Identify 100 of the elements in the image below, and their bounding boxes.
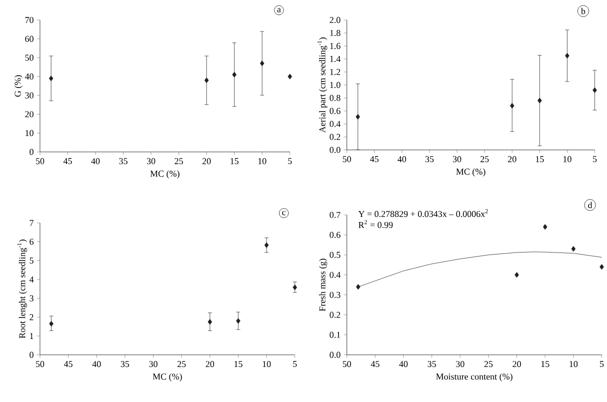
- x-tick-label: 15: [230, 158, 238, 164]
- x-tick-label: 20: [512, 361, 521, 368]
- y-tick-label: 70: [25, 17, 34, 24]
- point: [565, 53, 570, 59]
- y-tick-label: 0.3: [330, 292, 340, 298]
- x-tick-label: 50: [342, 156, 352, 162]
- x-tick-label: 40: [91, 158, 100, 164]
- x-tick-label: 20: [202, 158, 211, 164]
- point: [356, 284, 360, 290]
- x-tick-label: 40: [398, 156, 406, 162]
- point: [538, 98, 542, 104]
- point: [288, 74, 292, 80]
- x-tick-label: 35: [428, 361, 436, 368]
- x-tick-label: 50: [36, 158, 44, 164]
- y-tick-label: 1.6: [330, 43, 340, 50]
- y-tick-label: 30: [25, 92, 34, 99]
- x-tick-label: 30: [456, 361, 464, 368]
- y-tick-label: 6: [30, 238, 34, 245]
- text: b: [580, 8, 586, 14]
- x-tick-label: 30: [149, 361, 158, 368]
- point: [542, 224, 548, 230]
- y-axis-title: Aerial part (cm seedling$^{-1}$): [317, 38, 328, 133]
- x-tick-label: 5: [288, 158, 292, 164]
- point: [49, 321, 54, 327]
- x-tick-label: 10: [563, 156, 572, 162]
- y-tick-label: 0: [30, 148, 34, 156]
- x-tick-label: 45: [370, 156, 379, 162]
- y-tick-label: 0.6: [330, 232, 340, 238]
- point: [264, 242, 269, 248]
- x-tick-label: 10: [262, 361, 271, 368]
- x-tick-label: 50: [342, 361, 352, 368]
- x-axis-title: MC (%): [152, 373, 182, 382]
- point: [204, 78, 209, 84]
- y-axis-title: Root lenght (cm seedling$^{-1}$): [17, 240, 28, 338]
- x-tick-label: 30: [452, 156, 462, 162]
- y-tick-label: 40: [24, 74, 34, 80]
- y-tick-label: 0.0: [330, 146, 340, 154]
- x-tick-label: 5: [600, 361, 604, 368]
- y-tick-label: 2.0: [330, 17, 340, 24]
- y-tick-label: 1.8: [330, 30, 340, 36]
- y-axis-title: Fresh mass (g): [319, 258, 328, 312]
- y-tick-label: 0.4: [330, 120, 341, 128]
- point: [236, 318, 240, 324]
- x-tick-label: 25: [484, 361, 493, 368]
- x-tick-label: 10: [258, 158, 266, 164]
- point: [292, 284, 298, 290]
- x-axis-title: Moisture content (%): [436, 373, 512, 382]
- point: [208, 319, 212, 325]
- x-tick-label: 15: [541, 361, 550, 368]
- y-tick-label: 4: [29, 276, 34, 282]
- x-axis-title: MC (%): [456, 168, 486, 177]
- x-tick-label: 40: [399, 361, 408, 368]
- y-tick-label: 1.4: [330, 56, 341, 62]
- x-tick-label: 45: [63, 158, 72, 164]
- y-tick-label: 10: [26, 130, 34, 136]
- text: d: [588, 202, 592, 208]
- x-tick-label: 35: [120, 361, 130, 368]
- point: [571, 246, 576, 252]
- y-tick-label: 0.1: [330, 332, 340, 338]
- y-tick-label: 0.2: [330, 312, 340, 318]
- y-tick-label: 0.4: [330, 272, 341, 278]
- x-tick-label: 50: [36, 361, 44, 368]
- y-tick-label: 0.2: [330, 134, 340, 140]
- y-tick-label: 5: [30, 258, 34, 264]
- y-tick-label: 1.0: [330, 82, 340, 88]
- x-axis-title: MC (%): [150, 170, 180, 179]
- y-tick-label: 0.6: [330, 108, 340, 114]
- x-tick-label: 5: [293, 361, 297, 368]
- y-tick-label: 7: [30, 220, 34, 226]
- x-tick-label: 5: [593, 156, 597, 162]
- y-axis-title: G (%): [14, 75, 23, 97]
- x-tick-label: 30: [146, 158, 156, 164]
- annotation: R$^{2}$ = 0.99: [358, 220, 393, 228]
- y-tick-label: 1.2: [330, 69, 340, 76]
- x-tick-label: 35: [119, 158, 128, 164]
- x-tick-label: 35: [425, 156, 434, 162]
- y-tick-label: 20: [25, 111, 34, 118]
- y-tick-label: 0: [30, 352, 34, 358]
- x-tick-label: 25: [177, 361, 186, 368]
- x-tick-label: 25: [174, 158, 183, 164]
- x-tick-label: 20: [508, 156, 516, 162]
- x-tick-label: 45: [64, 361, 72, 368]
- y-tick-label: 50: [25, 54, 34, 61]
- x-tick-label: 45: [370, 361, 380, 368]
- point: [510, 103, 514, 109]
- y-tick-label: 2: [30, 314, 34, 320]
- x-tick-label: 15: [234, 361, 242, 368]
- y-tick-label: 60: [25, 36, 34, 42]
- text: a: [277, 8, 281, 12]
- y-tick-label: 0.0: [330, 352, 340, 358]
- x-tick-label: 10: [570, 361, 578, 368]
- annotation: Y = 0.278829 + 0.0343x – 0.0006x$^{2}$: [358, 209, 488, 218]
- x-tick-label: 20: [206, 361, 214, 368]
- x-tick-label: 25: [480, 156, 489, 162]
- y-tick-label: 0.7: [330, 212, 340, 218]
- y-tick-label: 3: [30, 295, 34, 302]
- x-tick-label: 40: [92, 361, 101, 368]
- y-tick-label: 0.5: [330, 252, 340, 258]
- x-tick-label: 15: [536, 156, 544, 162]
- point: [514, 272, 519, 278]
